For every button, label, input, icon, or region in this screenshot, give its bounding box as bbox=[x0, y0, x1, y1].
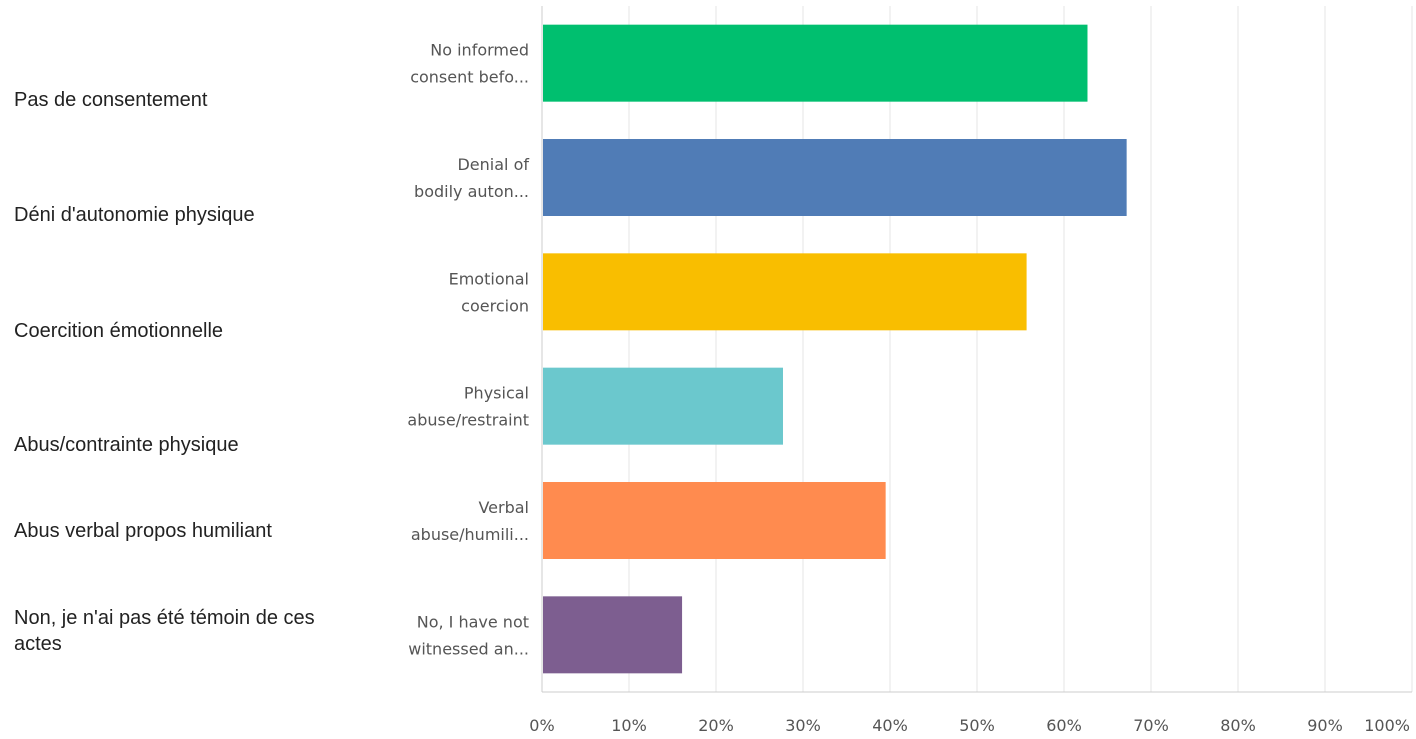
category-label: No, I have not bbox=[417, 612, 529, 631]
x-tick-label: 80% bbox=[1220, 716, 1256, 735]
bar bbox=[543, 139, 1127, 216]
category-label: coercion bbox=[461, 296, 529, 315]
bar bbox=[543, 24, 1088, 102]
x-tick-label: 20% bbox=[698, 716, 734, 735]
x-tick-label: 50% bbox=[959, 716, 995, 735]
x-tick-label: 40% bbox=[872, 716, 908, 735]
category-label: bodily auton... bbox=[414, 182, 529, 201]
x-tick-label: 70% bbox=[1133, 716, 1169, 735]
bar bbox=[543, 253, 1027, 331]
category-label: Verbal bbox=[478, 498, 529, 517]
category-label: No informed bbox=[430, 41, 529, 60]
bar bbox=[543, 596, 683, 674]
bar bbox=[543, 482, 886, 559]
category-label: Denial of bbox=[457, 155, 529, 174]
x-tick-label: 90% bbox=[1307, 716, 1343, 735]
side-label: Pas de consentement bbox=[14, 89, 208, 111]
x-tick-label: 30% bbox=[785, 716, 821, 735]
category-label: Physical bbox=[464, 384, 529, 403]
side-label: Déni d'autonomie physique bbox=[14, 204, 255, 226]
x-tick-label: 100% bbox=[1364, 716, 1410, 735]
category-label: consent befo... bbox=[410, 68, 529, 87]
side-label: Non, je n'ai pas été témoin de ces actes bbox=[14, 607, 315, 655]
category-label: abuse/humili... bbox=[411, 525, 529, 544]
side-label: Coercition émotionnelle bbox=[14, 320, 224, 342]
side-label: Abus/contrainte physique bbox=[14, 434, 239, 456]
side-label: Abus verbal propos humiliant bbox=[14, 520, 272, 542]
x-tick-label: 10% bbox=[611, 716, 647, 735]
bar bbox=[543, 367, 783, 445]
category-label: Emotional bbox=[449, 269, 529, 288]
category-label: abuse/restraint bbox=[407, 411, 529, 430]
x-tick-label: 0% bbox=[529, 716, 554, 735]
x-tick-label: 60% bbox=[1046, 716, 1082, 735]
category-label: witnessed an... bbox=[408, 639, 529, 658]
